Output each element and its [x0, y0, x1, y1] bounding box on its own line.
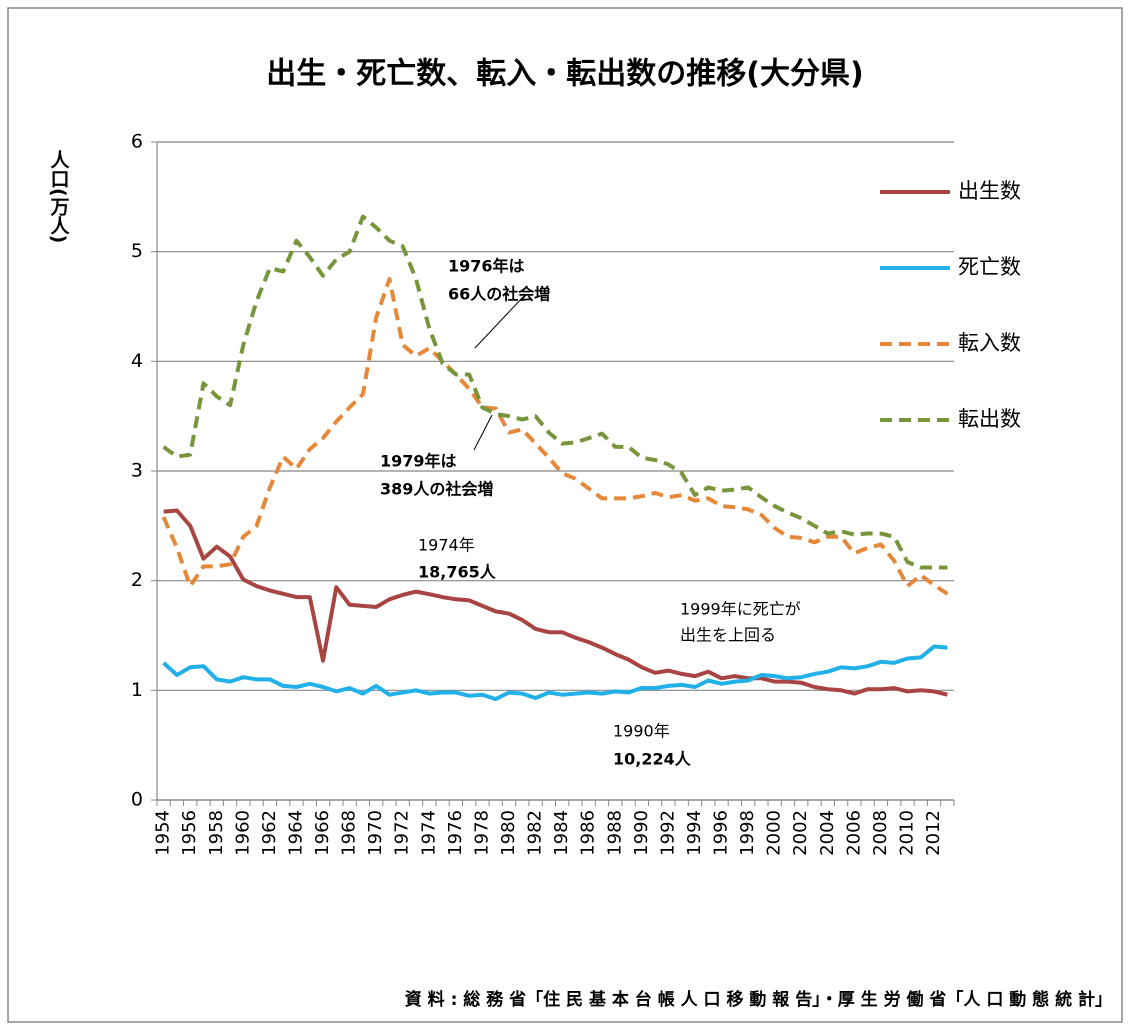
y-tick-label: 2	[131, 569, 143, 591]
annotation-text: 出生を上回る	[680, 626, 776, 645]
frame	[7, 7, 1123, 1023]
annotation-text: 389人の社会増	[380, 480, 493, 499]
x-tick-label: 1992	[657, 810, 678, 856]
x-tick-label: 1982	[525, 810, 546, 856]
x-tick-label: 1984	[551, 810, 572, 856]
y-axis-label: 人口(万人)	[48, 150, 71, 244]
x-tick-label: 2000	[764, 810, 785, 856]
annotation-text: 66人の社会増	[448, 285, 550, 304]
legend-label: 出生数	[958, 179, 1021, 203]
x-tick-label: 1958	[206, 810, 227, 856]
x-tick-label: 1956	[179, 810, 200, 856]
x-tick-label: 2006	[843, 810, 864, 856]
x-tick-label: 1954	[153, 810, 174, 856]
annotation-text: 18,765人	[418, 563, 497, 582]
x-tick-label: 1964	[285, 810, 306, 856]
x-tick-label: 1996	[711, 810, 732, 856]
y-tick-label: 1	[131, 679, 143, 701]
x-tick-label: 1994	[684, 810, 705, 856]
x-tick-label: 1988	[604, 810, 625, 856]
legend-label: 死亡数	[958, 255, 1021, 279]
annotation-text: 1999年に死亡が	[680, 600, 801, 619]
series-line	[162, 214, 948, 570]
legend-label: 転出数	[958, 407, 1021, 431]
annotation-text: 1974年	[418, 536, 475, 555]
annotation-text: 10,224人	[613, 750, 692, 769]
annotation: 1976年は 66人の社会増 1979年は 389人の社会増 1974年 18,…	[380, 257, 801, 769]
x-tick-label: 1972	[392, 810, 413, 856]
leader-line	[474, 296, 524, 349]
y-tick-label: 0	[131, 789, 143, 811]
x-tick-label: 2012	[923, 810, 944, 856]
x-tick-label: 1970	[365, 810, 386, 856]
x-tick-label: 1966	[312, 810, 333, 856]
x-tick-label: 2002	[790, 810, 811, 856]
x-tick-label: 1962	[259, 810, 280, 856]
y-tick-label: 4	[131, 350, 143, 372]
leader-line	[473, 414, 493, 451]
y-tick-label: 6	[131, 131, 143, 153]
x-tick-label: 2010	[897, 810, 918, 856]
x-tick-label: 1986	[578, 810, 599, 856]
x-tick-label: 1990	[631, 810, 652, 856]
annotation-text: 1979年は	[380, 452, 457, 471]
series-line	[161, 277, 949, 596]
y-tick-label: 3	[131, 460, 143, 482]
annotation-text: 1976年は	[448, 257, 525, 276]
series-line	[163, 508, 948, 697]
annotation-text: 1990年	[613, 722, 670, 741]
x-tick-label: 1978	[471, 810, 492, 856]
x-tick-label: 1968	[339, 810, 360, 856]
source: 資 料 : 総 務 省「住 民 基 本 台 帳 人 口 移 動 報 告」・厚 生…	[405, 989, 1112, 1010]
x-tick-label: 1998	[737, 810, 758, 856]
series-line	[162, 644, 948, 702]
y-tick-label: 5	[131, 240, 143, 262]
x-tick-label: 1976	[445, 810, 466, 856]
x-tick-label: 1960	[232, 810, 253, 856]
legend-label: 転入数	[958, 331, 1021, 355]
x-tick-label: 1974	[418, 810, 439, 856]
chart-title: 出生・死亡数、転入・転出数の推移(大分県)	[266, 57, 863, 92]
x-tick-label: 2008	[870, 810, 891, 856]
x-tick-label: 1980	[498, 810, 519, 856]
x-tick-label: 2004	[817, 810, 838, 856]
